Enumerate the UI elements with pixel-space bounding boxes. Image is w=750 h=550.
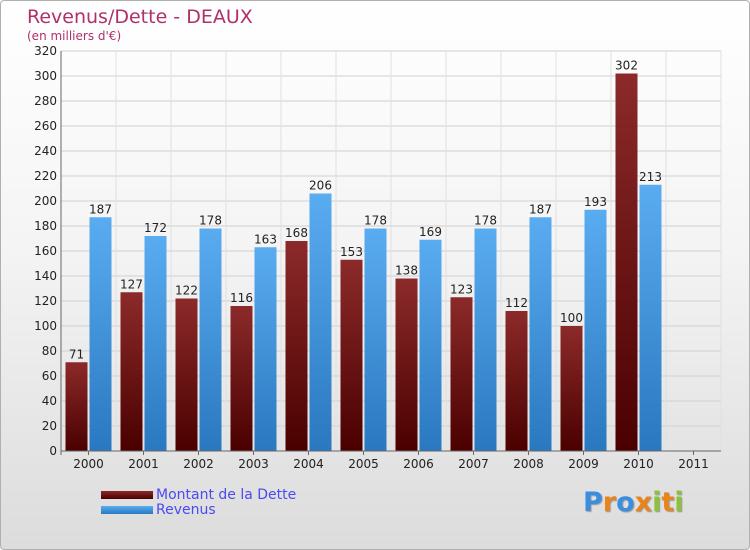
y-tick-label-100: 100 [34,319,57,333]
y-tick-label-200: 200 [34,194,57,208]
y-tick-label-280: 280 [34,94,57,108]
bar-debt-2001 [120,292,143,451]
bar-debt-2000 [65,362,88,451]
y-tick-label-240: 240 [34,144,57,158]
bar-revenus-2003 [254,247,277,451]
bar-debt-2008 [505,311,528,451]
bar-revenus-2007 [474,228,497,451]
y-tick-label-60: 60 [42,369,57,383]
bar-revenus-2008 [529,217,552,451]
y-tick-label-220: 220 [34,169,57,183]
bar-debt-2007 [450,297,473,451]
legend-swatch-debt [101,491,153,499]
data-label-revenus-2002: 178 [199,214,222,228]
x-tick-label-2001: 2001 [128,457,159,471]
bar-debt-2006 [395,278,418,451]
bar-debt-2005 [340,259,363,451]
data-label-revenus-2000: 187 [89,202,112,216]
bar-debt-2003 [230,306,253,451]
data-label-debt-2010: 302 [615,59,638,73]
bar-revenus-2004 [309,193,332,451]
bar-debt-2010 [615,73,638,451]
x-tick-label-2005: 2005 [348,457,379,471]
data-label-debt-2007: 123 [450,282,473,296]
legend-label-debt: Montant de la Dette [156,487,297,503]
bar-revenus-2001 [144,236,167,451]
logo-letter: x [634,487,653,518]
x-tick-label-2009: 2009 [568,457,599,471]
data-label-revenus-2005: 178 [364,214,387,228]
logo-letter: i [652,487,662,518]
legend-swatch-revenus [101,506,153,514]
legend-item-debt: Montant de la Dette [101,487,296,503]
y-tick-label-20: 20 [42,419,57,433]
data-label-debt-2001: 127 [120,277,143,291]
logo-letter: o [616,487,635,518]
logo-letter: r [602,487,617,518]
x-tick-label-2004: 2004 [293,457,324,471]
chart-title: Revenus/Dette - DEAUX [27,6,253,28]
x-tick-label-2011: 2011 [678,457,709,471]
y-tick-label-180: 180 [34,219,57,233]
y-tick-label-160: 160 [34,244,57,258]
bar-debt-2004 [285,241,308,451]
y-tick-label-0: 0 [49,444,57,458]
x-tick-label-2007: 2007 [458,457,489,471]
data-label-revenus-2007: 178 [474,214,497,228]
x-tick-label-2008: 2008 [513,457,544,471]
data-label-revenus-2008: 187 [529,202,552,216]
data-label-debt-2009: 100 [560,311,583,325]
data-label-debt-2008: 112 [505,296,528,310]
y-tick-label-120: 120 [34,294,57,308]
x-tick-label-2003: 2003 [238,457,269,471]
data-label-revenus-2010: 213 [639,170,662,184]
data-label-debt-2003: 116 [230,291,253,305]
legend-item-revenus: Revenus [101,502,216,518]
data-label-revenus-2001: 172 [144,221,167,235]
data-label-debt-2002: 122 [175,284,198,298]
bar-revenus-2010 [639,184,662,451]
logo-letter: P [583,487,603,518]
y-tick-label-300: 300 [34,69,57,83]
data-label-debt-2006: 138 [395,264,418,278]
bar-revenus-2009 [584,209,607,451]
logo-letter: i [674,487,684,518]
proxiti-logo: Proxiti [583,487,684,518]
y-tick-label-140: 140 [34,269,57,283]
chart-subtitle: (en milliers d'€) [27,29,122,43]
data-label-revenus-2006: 169 [419,225,442,239]
y-tick-label-40: 40 [42,394,57,408]
legend-label-revenus: Revenus [156,502,216,518]
bar-revenus-2006 [419,239,442,451]
data-label-debt-2000: 71 [69,347,84,361]
data-label-revenus-2004: 206 [309,179,332,193]
data-label-debt-2005: 153 [340,245,363,259]
logo-letter: t [661,487,675,518]
data-label-debt-2004: 168 [285,226,308,240]
x-tick-label-2000: 2000 [73,457,104,471]
y-tick-label-260: 260 [34,119,57,133]
data-label-revenus-2003: 163 [254,232,277,246]
x-tick-label-2010: 2010 [623,457,654,471]
bar-revenus-2000 [89,217,112,451]
y-tick-label-320: 320 [34,44,57,58]
bar-debt-2009 [560,326,583,451]
data-label-revenus-2009: 193 [584,195,607,209]
bar-debt-2002 [175,298,198,451]
x-tick-label-2006: 2006 [403,457,434,471]
bar-revenus-2002 [199,228,222,451]
y-tick-label-80: 80 [42,344,57,358]
x-tick-label-2002: 2002 [183,457,214,471]
bar-revenus-2005 [364,228,387,451]
